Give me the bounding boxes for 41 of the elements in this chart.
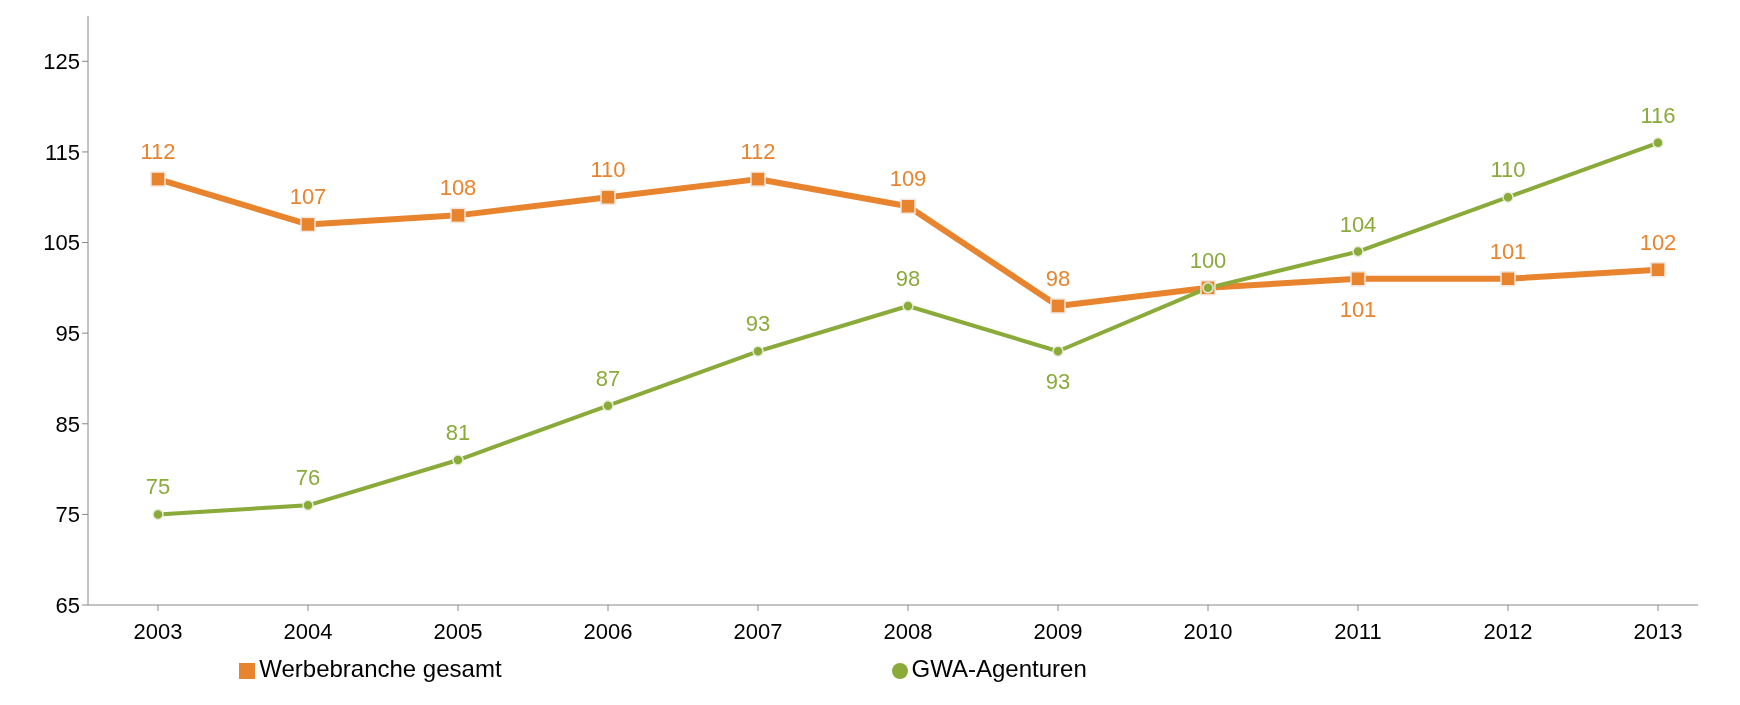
x-tick-label: 2011 (1334, 618, 1382, 644)
data-label: 104 (1339, 211, 1377, 237)
legend-label: Werbebranche gesamt (259, 655, 502, 682)
x-tick-label: 2013 (1633, 618, 1683, 644)
data-label: 107 (289, 184, 327, 210)
data-label: 102 (1639, 229, 1677, 255)
y-tick-label: 125 (43, 49, 80, 75)
data-label: 112 (140, 139, 176, 165)
data-label: 87 (595, 365, 621, 391)
y-tick-label: 85 (55, 411, 80, 437)
data-label: 110 (1490, 157, 1526, 183)
data-label: 109 (889, 166, 927, 192)
data-label: 101 (1489, 238, 1527, 264)
x-tick-label: 2006 (583, 618, 633, 644)
data-label: 93 (745, 311, 771, 337)
data-label: 108 (439, 175, 477, 201)
y-tick-label: 95 (55, 320, 80, 346)
data-label: 100 (1189, 247, 1227, 273)
y-tick-label: 105 (43, 230, 80, 256)
legend-label: GWA-Agenturen (911, 655, 1087, 682)
data-label: 112 (740, 139, 776, 165)
data-label: 76 (295, 465, 321, 491)
data-label: 98 (1045, 265, 1071, 291)
data-label: 110 (590, 157, 626, 183)
data-label: 98 (895, 265, 921, 291)
y-tick-label: 75 (55, 502, 80, 528)
x-tick-label: 2004 (283, 618, 333, 644)
x-tick-label: 2009 (1033, 618, 1083, 644)
x-tick-label: 2007 (733, 618, 783, 644)
y-tick-label: 115 (44, 139, 80, 165)
data-label: 101 (1339, 296, 1377, 322)
data-label: 81 (445, 420, 471, 446)
y-tick-label: 65 (55, 592, 80, 618)
data-label: 116 (1640, 102, 1676, 128)
x-tick-label: 2005 (433, 618, 483, 644)
x-tick-label: 2008 (883, 618, 933, 644)
data-label: 75 (145, 474, 171, 500)
x-tick-label: 2003 (133, 618, 183, 644)
x-tick-label: 2010 (1183, 618, 1233, 644)
data-label: 93 (1045, 369, 1071, 395)
x-tick-label: 2012 (1483, 618, 1533, 644)
